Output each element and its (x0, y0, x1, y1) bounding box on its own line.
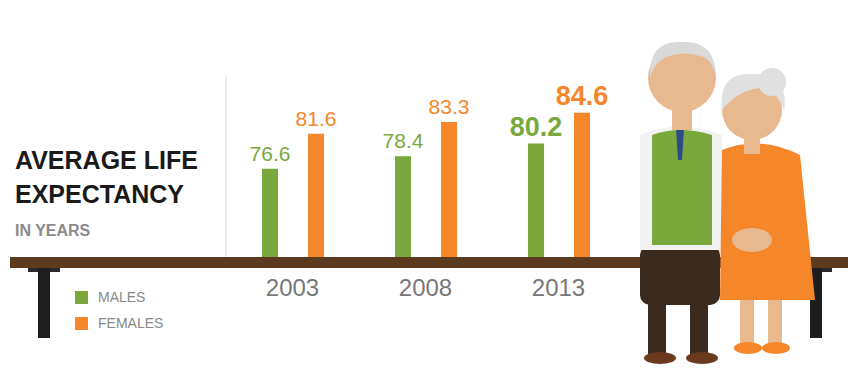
html-text:AVERAGE LIFE EXPECTANCY: AVERAGE LIFE EXPECTANCY (15, 146, 198, 208)
svg-text:76.6: 76.6 (250, 142, 291, 165)
html-text:IN YEARS: IN YEARS (15, 222, 91, 239)
svg-text:78.4: 78.4 (383, 129, 424, 152)
html-text:MALES: MALES (98, 289, 146, 305)
svg-text:2008: 2008 (399, 274, 452, 301)
svg-text:2003: 2003 (266, 274, 319, 301)
svg-text:84.6: 84.6 (556, 81, 609, 111)
svg-text:2013: 2013 (532, 274, 585, 301)
svg-text:83.3: 83.3 (429, 95, 470, 118)
svg-text:80.2: 80.2 (510, 112, 563, 142)
html-text:FEMALES: FEMALES (98, 315, 164, 331)
svg-text:81.6: 81.6 (296, 107, 337, 130)
